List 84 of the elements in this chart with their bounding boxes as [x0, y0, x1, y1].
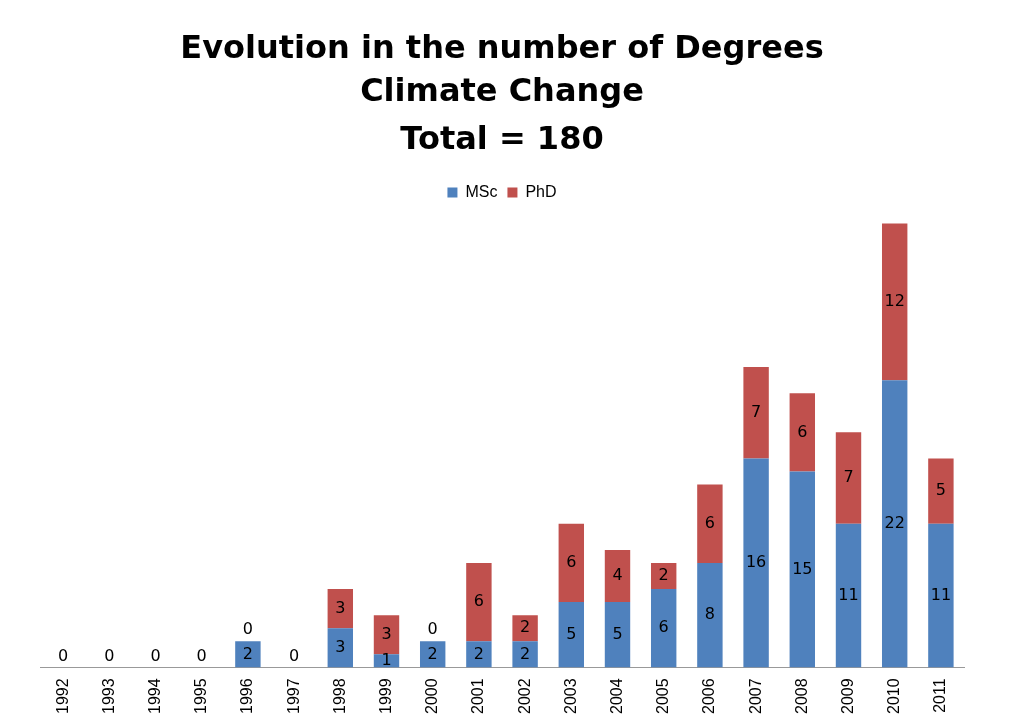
data-label: 2	[520, 643, 531, 663]
data-label: 2	[520, 617, 531, 637]
data-label: 2	[473, 643, 484, 663]
x-tick-label: 2006	[700, 678, 718, 714]
bar	[835, 432, 862, 524]
bar	[651, 589, 677, 668]
x-tick-label: 2010	[885, 678, 903, 714]
bar	[743, 458, 769, 668]
bar	[835, 523, 862, 668]
bar	[789, 471, 816, 668]
x-tick-label: 2001	[469, 678, 487, 714]
data-label: 15	[792, 558, 813, 578]
data-label: 6	[704, 512, 715, 532]
data-label: 6	[473, 591, 484, 611]
bar	[327, 628, 354, 668]
x-tick-label: 2009	[838, 678, 856, 714]
chart-title: Evolution in the number of Degrees	[180, 27, 824, 66]
bar	[235, 641, 261, 668]
x-tick-label: 1994	[145, 678, 163, 714]
data-label: 0	[196, 645, 207, 665]
bar	[466, 641, 492, 668]
bar	[327, 589, 354, 629]
data-label: 1	[381, 650, 392, 670]
chart-subtitle: Climate Change Total = 180	[360, 70, 644, 157]
bar	[373, 615, 400, 655]
data-label: 3	[335, 597, 346, 617]
bar	[512, 641, 538, 668]
bar	[697, 562, 723, 668]
legend-label: MSc	[465, 182, 498, 200]
data-label: 16	[745, 552, 767, 572]
data-label: 22	[884, 512, 905, 532]
data-label: 6	[566, 552, 577, 572]
data-label: 6	[797, 421, 808, 441]
bar	[604, 602, 631, 668]
bar	[697, 484, 723, 563]
data-label: 0	[58, 645, 69, 665]
bar	[743, 367, 769, 459]
bar	[512, 615, 538, 642]
x-tick-label: 1992	[53, 678, 71, 714]
data-label: 5	[935, 480, 946, 500]
x-tick-label: 2002	[515, 678, 533, 714]
data-label: 11	[838, 584, 859, 604]
data-label: 2	[658, 565, 669, 585]
x-tick-label: 2007	[746, 678, 764, 714]
data-label: 0	[242, 619, 253, 639]
bar	[604, 549, 631, 603]
bar	[882, 223, 908, 381]
data-label: 7	[751, 401, 762, 421]
x-tick-label: 2005	[654, 678, 672, 714]
x-tick-label: 2008	[792, 678, 810, 714]
x-tick-label: 2000	[423, 678, 441, 714]
bar	[928, 523, 954, 668]
bar	[928, 458, 954, 524]
x-tick-label: 1998	[330, 678, 348, 714]
data-label: 12	[884, 290, 905, 310]
x-tick-label: 2004	[607, 678, 625, 714]
data-label: 3	[335, 636, 346, 656]
bar	[466, 562, 492, 642]
x-tick-label: 1995	[192, 678, 210, 714]
bar	[558, 523, 585, 603]
data-label: 7	[843, 467, 854, 487]
data-label: 8	[704, 604, 715, 624]
data-label: 11	[930, 584, 952, 604]
data-label: 0	[427, 619, 438, 639]
x-tick-label: 1999	[376, 678, 394, 714]
data-label: 5	[612, 623, 623, 643]
data-label: 0	[289, 645, 300, 665]
data-label: 2	[242, 643, 253, 663]
x-tick-label: 1996	[238, 678, 256, 714]
data-label: 0	[150, 645, 161, 665]
data-label: 2	[427, 643, 438, 663]
bar	[789, 393, 816, 472]
data-label: 5	[566, 623, 577, 643]
legend-label: PhD	[525, 182, 557, 200]
bar	[558, 602, 585, 668]
x-tick-label: 2003	[561, 678, 579, 714]
data-label: 3	[381, 623, 392, 643]
data-label: 4	[612, 565, 623, 585]
x-tick-label: 1997	[284, 678, 302, 714]
data-label: 0	[104, 645, 115, 665]
bar	[882, 380, 908, 668]
x-tick-label: 1993	[99, 678, 117, 714]
data-label: 6	[658, 617, 669, 637]
x-tick-label: 2011	[931, 678, 949, 713]
